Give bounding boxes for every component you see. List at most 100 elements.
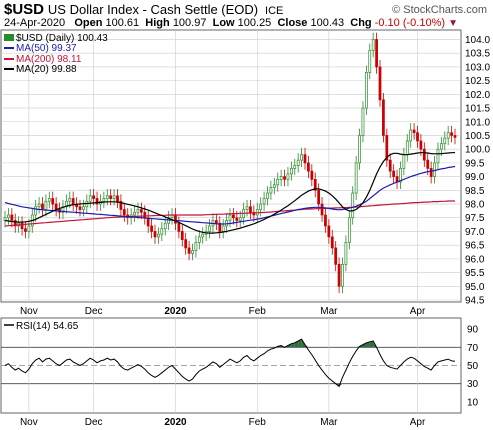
candle-body bbox=[184, 239, 188, 249]
price-y-axis: 104.0 103.5 103.0 102.5 102.0 101.5 101.0 100.5… bbox=[465, 35, 490, 307]
candle-body bbox=[426, 159, 430, 169]
high-value: 100.97 bbox=[172, 17, 207, 29]
rsi-x-tick-label: 2020 bbox=[164, 417, 187, 428]
candle-body bbox=[317, 189, 321, 205]
candle-body bbox=[119, 200, 123, 210]
rsi-x-tick-label: Nov bbox=[20, 417, 38, 428]
price-legend-label: $USD (Daily) 100.43 bbox=[16, 33, 108, 44]
candle-body bbox=[71, 198, 75, 205]
candle-body bbox=[95, 198, 99, 205]
candle-body bbox=[364, 72, 368, 109]
candle-body bbox=[3, 217, 7, 221]
price-y-tick-label: 98.5 bbox=[465, 186, 485, 197]
candle-body bbox=[307, 162, 310, 172]
candle-body bbox=[433, 162, 436, 177]
price-y-tick-label: 102.0 bbox=[465, 90, 490, 101]
candle-body bbox=[272, 184, 276, 188]
candle-body bbox=[361, 107, 365, 136]
candle-body bbox=[320, 203, 324, 216]
candle-body bbox=[187, 247, 191, 254]
candle-body bbox=[385, 135, 389, 161]
down-triangle-icon: ▼ bbox=[448, 18, 458, 29]
candle-body bbox=[146, 217, 150, 227]
candle-body bbox=[245, 206, 249, 210]
candle-body bbox=[378, 66, 382, 101]
candle-body bbox=[214, 220, 218, 224]
candle-body bbox=[208, 225, 211, 232]
candle-body bbox=[419, 140, 423, 150]
price-y-tick-label: 98.0 bbox=[465, 200, 485, 211]
candle-body bbox=[228, 214, 232, 221]
candle-body bbox=[191, 250, 194, 254]
rsi-x-axis: Nov Dec 2020 Feb Mar Apr bbox=[20, 417, 426, 428]
price-y-tick-label: 94.5 bbox=[465, 296, 485, 307]
candle-body bbox=[102, 198, 106, 202]
candle-body bbox=[153, 231, 157, 238]
candle-body bbox=[259, 203, 263, 210]
candle-body bbox=[334, 247, 338, 265]
price-x-tick-label: Nov bbox=[20, 306, 38, 317]
candle-body bbox=[347, 217, 351, 243]
candle-body bbox=[41, 203, 44, 210]
candle-body bbox=[443, 137, 447, 145]
candle-body bbox=[180, 231, 184, 241]
price-y-tick-label: 95.5 bbox=[465, 268, 485, 279]
price-x-tick-label: Mar bbox=[320, 306, 338, 317]
candle-body bbox=[412, 129, 416, 134]
candle-body bbox=[266, 192, 269, 199]
candle-body bbox=[330, 236, 334, 249]
price-x-axis: Nov Dec 2020 Feb Mar Apr bbox=[20, 306, 426, 317]
ma200-legend-label: MA(200) 98.11 bbox=[16, 54, 82, 65]
candle-body bbox=[293, 165, 297, 169]
candle-body bbox=[269, 187, 273, 194]
candle-body bbox=[351, 192, 355, 219]
rsi-y-tick-label: 50 bbox=[467, 361, 479, 372]
candle-body bbox=[368, 50, 372, 73]
price-y-tick-label: 104.0 bbox=[465, 35, 490, 46]
rsi-y-tick-label: 90 bbox=[467, 325, 479, 336]
chg-label: Chg bbox=[350, 17, 372, 29]
price-y-tick-label: 96.5 bbox=[465, 241, 485, 252]
rsi-x-tick-label: Mar bbox=[320, 417, 338, 428]
exchange-label: ICE bbox=[265, 5, 284, 17]
ma50-legend-label: MA(50) 99.37 bbox=[16, 43, 77, 54]
price-y-tick-label: 103.0 bbox=[465, 62, 490, 73]
rsi-x-tick-label: Dec bbox=[85, 417, 103, 428]
high-label: High bbox=[145, 17, 170, 29]
candle-body bbox=[163, 222, 167, 230]
candle-body bbox=[235, 217, 239, 221]
candle-body bbox=[371, 39, 375, 51]
candle-body bbox=[201, 233, 205, 238]
candle-body bbox=[78, 206, 82, 210]
candle-body bbox=[238, 217, 242, 221]
rsi-y-tick-label: 70 bbox=[467, 343, 479, 354]
candle-body bbox=[382, 99, 385, 136]
candle-body bbox=[139, 209, 143, 213]
candle-body bbox=[232, 214, 235, 219]
candle-body bbox=[327, 225, 331, 238]
price-y-tick-label: 100.0 bbox=[465, 145, 490, 156]
price-y-tick-label: 96.0 bbox=[465, 254, 485, 265]
candle-body bbox=[160, 228, 164, 235]
candle-body bbox=[116, 195, 119, 202]
candle-body bbox=[157, 233, 160, 238]
candle-body bbox=[409, 129, 413, 142]
price-y-tick-label: 101.5 bbox=[465, 104, 490, 115]
price-y-tick-label: 103.5 bbox=[465, 49, 490, 60]
candle-body bbox=[249, 206, 252, 213]
price-y-tick-label: 99.5 bbox=[465, 158, 485, 169]
rsi-extreme-fill bbox=[362, 342, 367, 348]
rsi-legend: RSI(14) 54.65 bbox=[4, 321, 79, 332]
price-y-tick-label: 100.5 bbox=[465, 131, 490, 142]
candle-body bbox=[313, 178, 317, 191]
price-y-tick-label: 97.0 bbox=[465, 227, 485, 238]
candle-body bbox=[177, 222, 181, 232]
candle-body bbox=[218, 222, 222, 232]
candle-body bbox=[450, 132, 453, 136]
candle-body bbox=[112, 195, 116, 199]
candle-body bbox=[429, 168, 433, 177]
close-value: 100.43 bbox=[310, 17, 345, 29]
candle-body bbox=[289, 168, 293, 175]
candle-body bbox=[221, 225, 225, 232]
